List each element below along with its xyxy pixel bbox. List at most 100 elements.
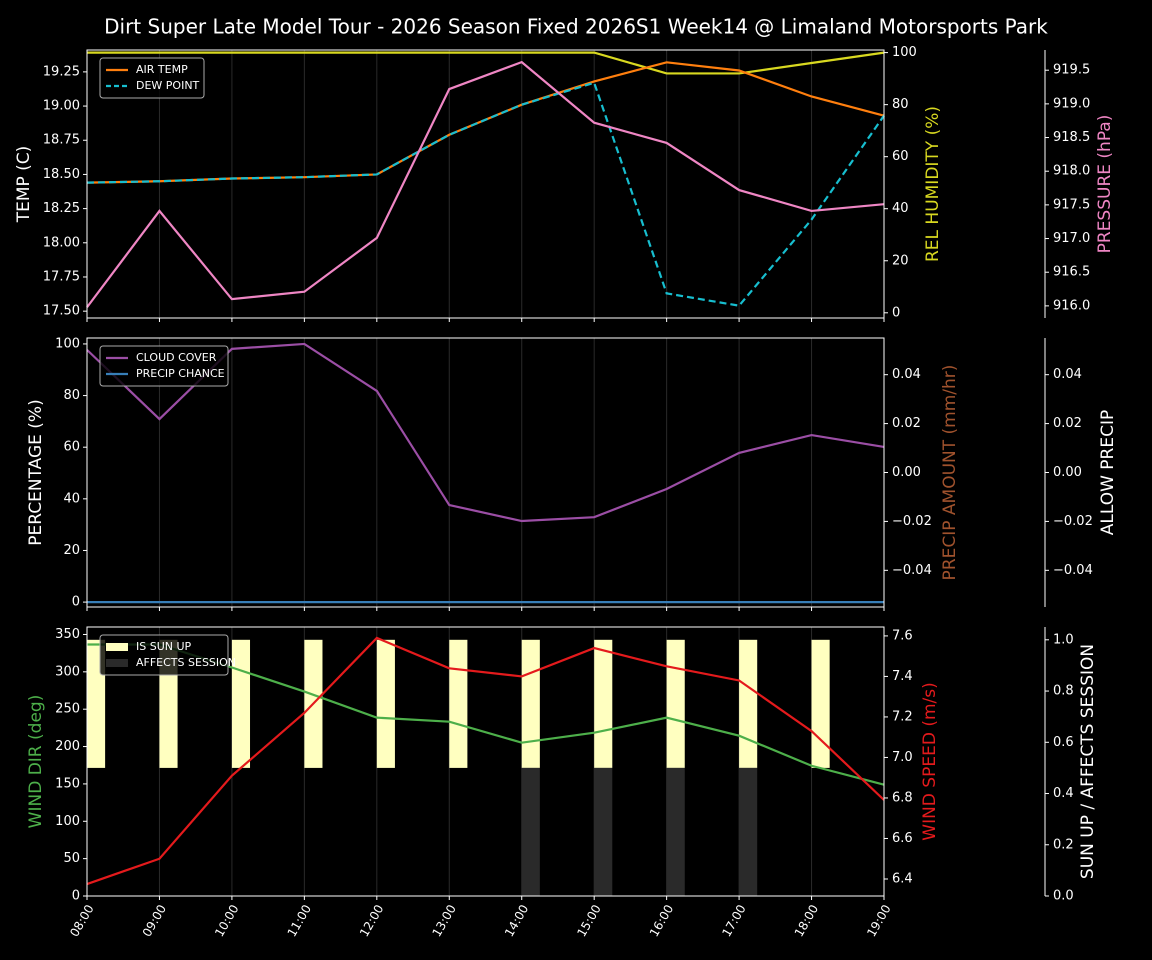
plot-frame xyxy=(86,626,885,897)
axis-label: REL HUMIDITY (%) xyxy=(923,106,943,262)
axis-label: PERCENTAGE (%) xyxy=(26,399,46,545)
bar xyxy=(594,639,613,768)
axis-label: PRECIP AMOUNT (mm/hr) xyxy=(940,365,960,581)
y-tick-label: 100 xyxy=(55,336,80,351)
legend-label: AFFECTS SESSION xyxy=(136,656,236,669)
y-tick-label: 17.75 xyxy=(43,269,80,284)
y-tick-label: 100 xyxy=(55,814,80,829)
y2-tick-label: 7.2 xyxy=(892,709,913,724)
y3-tick-label: 916.0 xyxy=(1053,298,1090,313)
y3-tick-label: 918.5 xyxy=(1053,130,1090,145)
bar xyxy=(449,639,468,768)
axis-label: WIND DIR (deg) xyxy=(26,695,46,829)
axis-label: PRESSURE (hPa) xyxy=(1095,115,1115,254)
legend-box xyxy=(99,57,205,99)
series-line xyxy=(87,51,885,75)
y2-tick-label: 60 xyxy=(892,149,909,164)
y-tick-label: 18.75 xyxy=(43,133,80,148)
y3-tick-label: 0.4 xyxy=(1053,786,1074,801)
y2-tick-label: 40 xyxy=(892,201,909,216)
series-line xyxy=(86,81,885,307)
y-tick-label: 300 xyxy=(55,664,80,679)
y2-tick-label: 7.4 xyxy=(892,669,913,684)
y2-tick-label: −0.04 xyxy=(892,563,932,578)
y2-tick-label: 0.02 xyxy=(892,416,921,431)
bar xyxy=(594,767,613,896)
legend-box xyxy=(99,634,229,676)
y-tick-label: 19.00 xyxy=(43,99,80,114)
legend-box xyxy=(99,345,229,387)
y3-tick-label: 917.0 xyxy=(1053,231,1090,246)
y3-tick-label: 919.5 xyxy=(1053,63,1090,78)
axis-label: WIND SPEED (m/s) xyxy=(920,682,940,840)
y2-tick-label: 80 xyxy=(892,97,909,112)
y3-tick-label: 0.8 xyxy=(1053,684,1074,699)
y-tick-label: 0 xyxy=(72,595,80,610)
y3-tick-label: 0.04 xyxy=(1053,367,1082,382)
y2-tick-label: 0.00 xyxy=(892,465,921,480)
y2-tick-label: 6.6 xyxy=(892,831,913,846)
y3-tick-label: 0.6 xyxy=(1053,735,1074,750)
y-tick-label: 350 xyxy=(55,627,80,642)
y2-tick-label: 6.8 xyxy=(892,790,913,805)
y-tick-label: 40 xyxy=(63,491,80,506)
y2-tick-label: 0 xyxy=(892,305,900,320)
y-tick-label: 150 xyxy=(55,776,80,791)
bar xyxy=(666,767,685,896)
y3-tick-label: 0.00 xyxy=(1053,465,1082,480)
y3-tick-label: 0.02 xyxy=(1053,416,1082,431)
y-tick-label: 18.50 xyxy=(43,167,80,182)
y-tick-label: 17.50 xyxy=(43,304,80,319)
y-tick-label: 20 xyxy=(63,543,80,558)
y2-tick-label: 7.0 xyxy=(892,750,913,765)
y2-tick-label: 7.6 xyxy=(892,628,913,643)
axis-label: SUN UP / AFFECTS SESSION xyxy=(1078,644,1098,879)
y-tick-label: 19.25 xyxy=(43,64,80,79)
bar xyxy=(376,639,395,768)
y2-tick-label: 100 xyxy=(892,45,917,60)
y3-tick-label: 918.0 xyxy=(1053,164,1090,179)
y-tick-label: 200 xyxy=(55,739,80,754)
y2-tick-label: 20 xyxy=(892,253,909,268)
y-tick-label: 18.25 xyxy=(43,201,80,216)
bar xyxy=(521,639,540,768)
chart-title: Dirt Super Late Model Tour - 2026 Season… xyxy=(104,15,1048,39)
y-tick-label: 50 xyxy=(63,851,80,866)
y3-tick-label: 1.0 xyxy=(1053,632,1074,647)
y3-tick-label: 919.0 xyxy=(1053,96,1090,111)
y2-tick-label: −0.02 xyxy=(892,514,932,529)
y-tick-label: 250 xyxy=(55,702,80,717)
legend-label: CLOUD COVER xyxy=(136,351,217,364)
y-tick-label: 60 xyxy=(63,440,80,455)
y-tick-label: 80 xyxy=(63,388,80,403)
plot-frame xyxy=(86,49,885,319)
legend-label: PRECIP CHANCE xyxy=(136,367,225,380)
series-line xyxy=(86,636,885,886)
y-tick-label: 0 xyxy=(72,889,80,904)
legend-swatch xyxy=(106,659,128,667)
y3-tick-label: 0.0 xyxy=(1053,889,1074,904)
legend-label: DEW POINT xyxy=(136,79,200,92)
legend-label: IS SUN UP xyxy=(136,640,192,653)
bar xyxy=(739,767,758,896)
legend-label: AIR TEMP xyxy=(136,63,188,76)
y3-tick-label: 916.5 xyxy=(1053,265,1090,280)
y3-tick-label: 0.2 xyxy=(1053,837,1074,852)
axis-label: ALLOW PRECIP xyxy=(1098,410,1118,536)
y3-tick-label: −0.02 xyxy=(1053,514,1093,529)
axis-label: TEMP (C) xyxy=(14,146,34,224)
series-line xyxy=(86,60,885,308)
legend-swatch xyxy=(106,643,128,651)
bar xyxy=(521,767,540,896)
bar xyxy=(739,639,758,768)
y2-tick-label: 0.04 xyxy=(892,367,921,382)
y3-tick-label: 917.5 xyxy=(1053,197,1090,212)
y3-tick-label: −0.04 xyxy=(1053,563,1093,578)
y-tick-label: 18.00 xyxy=(43,235,80,250)
bar xyxy=(811,639,830,768)
bar xyxy=(666,639,685,768)
y2-tick-label: 6.4 xyxy=(892,871,913,886)
